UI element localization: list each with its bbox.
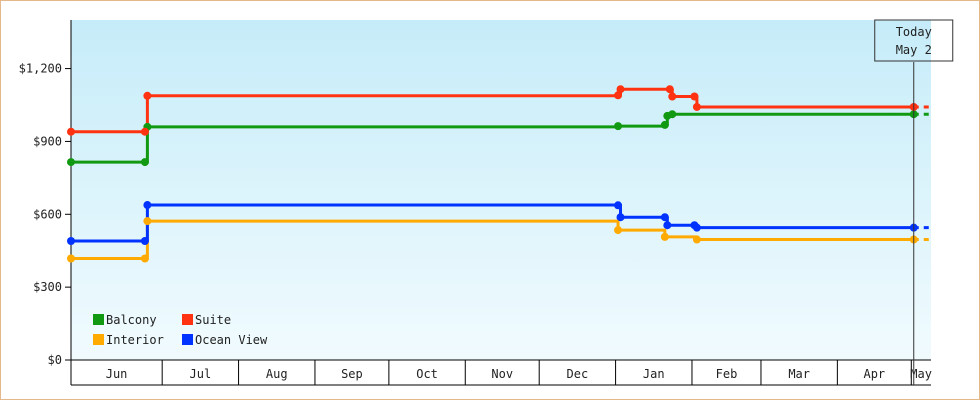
y-tick-label: $600	[33, 207, 62, 221]
y-tick-label: $1,200	[19, 62, 62, 76]
x-tick-label: Feb	[716, 367, 738, 381]
today-label: Today	[896, 25, 932, 39]
data-point	[663, 221, 672, 230]
legend-swatch	[182, 314, 193, 325]
x-tick-label: Mar	[788, 367, 810, 381]
legend-label: Ocean View	[195, 333, 268, 347]
data-point	[660, 120, 669, 129]
x-tick-label: Oct	[416, 367, 438, 381]
data-point	[143, 201, 152, 210]
data-point	[67, 127, 75, 136]
data-point	[67, 237, 75, 245]
data-point	[616, 213, 625, 222]
y-tick-label: $0	[48, 353, 62, 367]
data-point	[140, 127, 149, 136]
x-tick-label: Apr	[863, 367, 885, 381]
today-date: May 2	[896, 43, 932, 57]
data-point	[140, 237, 149, 245]
data-point	[692, 102, 701, 111]
legend-label: Balcony	[106, 313, 157, 327]
legend-swatch	[182, 334, 193, 345]
x-tick-label: Sep	[341, 367, 363, 381]
legend-label: Suite	[195, 313, 231, 327]
plot-background	[71, 20, 931, 360]
data-point	[614, 91, 623, 100]
x-tick-label: Dec	[567, 367, 589, 381]
data-point	[692, 235, 701, 244]
x-tick-label: Nov	[491, 367, 513, 381]
data-point	[143, 217, 152, 226]
data-point	[616, 85, 625, 94]
data-point	[660, 213, 669, 222]
data-point	[690, 92, 699, 101]
data-point	[67, 254, 75, 263]
legend-label: Interior	[106, 333, 164, 347]
data-point	[614, 122, 623, 131]
data-point	[140, 254, 149, 263]
data-point	[692, 223, 701, 232]
legend-swatch	[93, 334, 104, 345]
y-tick-label: $900	[33, 134, 62, 148]
x-tick-label: May	[910, 367, 932, 381]
data-point	[140, 158, 149, 167]
x-tick-label: Jul	[190, 367, 212, 381]
data-point	[614, 201, 623, 210]
data-point	[668, 110, 677, 119]
data-point	[668, 92, 677, 101]
x-tick-label: Jun	[106, 367, 128, 381]
today-box	[874, 19, 954, 62]
data-point	[614, 226, 623, 235]
data-point	[143, 91, 152, 100]
x-tick-label: Aug	[266, 367, 288, 381]
data-point	[67, 158, 75, 167]
y-tick-label: $300	[33, 280, 62, 294]
data-point	[665, 85, 674, 94]
data-point	[660, 232, 669, 241]
legend-swatch	[93, 314, 104, 325]
x-tick-label: Jan	[643, 367, 665, 381]
